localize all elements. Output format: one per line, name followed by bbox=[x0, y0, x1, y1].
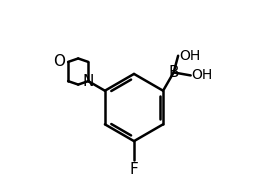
Text: O: O bbox=[53, 54, 65, 70]
Text: F: F bbox=[130, 162, 138, 177]
Text: B: B bbox=[168, 65, 179, 80]
Text: OH: OH bbox=[191, 68, 213, 82]
Text: N: N bbox=[83, 74, 94, 89]
Text: OH: OH bbox=[179, 49, 200, 63]
